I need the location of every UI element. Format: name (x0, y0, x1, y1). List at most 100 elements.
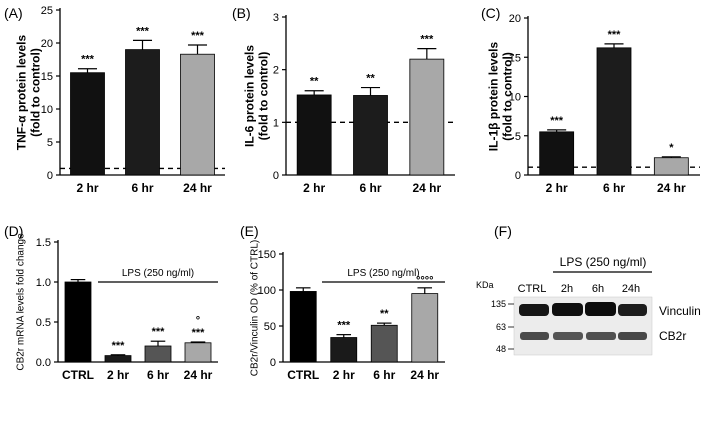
vinculin-band (618, 304, 647, 316)
cb2r-bands (520, 332, 647, 340)
y-tick-label: 0 (47, 170, 53, 182)
x-tick-label: 2 hr (333, 368, 355, 382)
treatment-label: LPS (250 ng/ml) (560, 255, 647, 269)
group-label: LPS (250 ng/ml) (347, 268, 419, 279)
y-tick-label: 10 (41, 104, 53, 116)
significance-label: *** (192, 327, 206, 339)
y-tick-label: 0 (273, 170, 279, 182)
x-tick-label: 6 hr (359, 181, 381, 195)
bar (296, 94, 332, 176)
y-tick-label: 2 (273, 65, 279, 77)
panel-label: (B) (232, 5, 251, 21)
bar (596, 47, 632, 176)
lane-label: 24h (622, 283, 640, 295)
bar (104, 355, 132, 363)
y-tick-label: 1.5 (36, 237, 51, 249)
significance-label: *** (112, 340, 126, 352)
cb2r-band (520, 332, 549, 340)
chart-panel-e: (E)CB2r/Vinculin OD (% of CTRL) 0 50 100 150… (240, 223, 445, 382)
y-tick-label: 0.0 (36, 357, 51, 369)
band-label-cb2r: CB2r (659, 329, 686, 343)
significance-label: * (669, 142, 674, 154)
y-tick-label: 1 (273, 117, 279, 129)
bar (370, 324, 398, 363)
significance-label: *** (608, 29, 622, 41)
y-tick-label: 5 (515, 131, 521, 143)
y-axis-label-line: CB2r/Vinculin OD (% of CTRL) (250, 240, 261, 377)
y-axis-label: IL-1β protein levels(fold to control) (487, 42, 515, 152)
kda-label: KDa (476, 280, 494, 290)
bar (330, 337, 358, 363)
bar (64, 281, 92, 363)
y-tick-label: 3 (273, 12, 279, 24)
panel-label: (E) (240, 223, 259, 239)
bar (184, 342, 212, 363)
x-tick-label: CTRL (287, 368, 319, 382)
significance-label-2: °°°° (416, 275, 434, 287)
lane-label: CTRL (518, 283, 547, 295)
significance-label: ** (380, 308, 389, 320)
group-label: LPS (250 ng/ml) (122, 268, 194, 279)
band-label-vinculin: Vinculin (659, 304, 701, 318)
y-axis-label-line: TNF-α protein levels (15, 34, 29, 150)
y-tick-label: 100 (258, 285, 276, 297)
vinculin-band (552, 303, 583, 316)
significance-label: ** (310, 76, 319, 88)
x-tick-label: 6 hr (373, 368, 395, 382)
y-tick-label: 20 (41, 38, 53, 50)
x-tick-label: 24 hr (410, 368, 439, 382)
bar (180, 53, 215, 176)
y-tick-label: 50 (264, 321, 276, 333)
x-tick-label: 24 hr (657, 181, 686, 195)
y-tick-label: 15 (41, 71, 53, 83)
x-tick-label: 2 hr (107, 368, 129, 382)
kda-marker: 135 (491, 299, 506, 309)
y-tick-label: 1.0 (36, 277, 51, 289)
y-tick-label: 0 (270, 357, 276, 369)
y-axis-label-line: (fold to control) (256, 52, 270, 141)
bar (653, 157, 689, 176)
y-axis-label-line: IL-6 protein levels (243, 45, 257, 147)
y-axis-label: CB2r mRNA levels fold change (16, 233, 27, 371)
y-axis-label-line: (fold to control) (28, 48, 42, 137)
y-tick-label: 150 (258, 249, 276, 261)
y-axis-label-line: IL-1β protein levels (487, 42, 501, 152)
cb2r-band (586, 332, 616, 340)
kda-marker: 63 (496, 322, 506, 332)
cb2r-band (553, 332, 583, 340)
panel-label: (F) (494, 223, 512, 239)
significance-label: *** (136, 25, 150, 37)
significance-label: *** (550, 115, 564, 127)
x-tick-label: 24 hr (412, 181, 441, 195)
lane-label: 6h (592, 283, 604, 295)
blot-panel-f: (F) KDa LPS (250 ng/ml) CTRL 2h 6h 24h 1… (476, 223, 701, 356)
y-tick-label: 0 (515, 170, 521, 182)
y-axis-label-line: CB2r mRNA levels fold change (16, 233, 27, 371)
bar (411, 293, 439, 363)
y-axis-label-line: (fold to control) (500, 52, 514, 141)
chart-panel-d: (D)CB2r mRNA levels fold change 0.0 0.5 1.0… (4, 223, 218, 382)
panel-label: (A) (4, 5, 23, 21)
significance-label: *** (81, 54, 95, 66)
panel-label: (C) (481, 5, 500, 21)
kda-marker: 48 (496, 344, 506, 354)
chart-panel-b: (B) IL-6 protein levels(fold to control) 0… (232, 5, 455, 195)
x-tick-label: 2 hr (546, 181, 568, 195)
y-tick-label: 5 (47, 137, 53, 149)
significance-label: ** (366, 73, 375, 85)
bar (144, 345, 172, 363)
y-tick-label: 0.5 (36, 317, 51, 329)
bar (125, 49, 160, 176)
significance-label: *** (420, 34, 434, 46)
y-tick-label: 20 (509, 13, 521, 25)
bar (539, 131, 575, 176)
significance-label: *** (152, 326, 166, 338)
vinculin-band (519, 304, 549, 316)
vinculin-band (585, 302, 616, 316)
cb2r-band (618, 332, 647, 340)
chart-panel-a: (A) TNF-α protein levels(fold to control)… (4, 5, 225, 195)
x-tick-label: 2 hr (303, 181, 325, 195)
x-tick-label: 24 hr (183, 181, 212, 195)
y-axis-label: CB2r/Vinculin OD (% of CTRL) (250, 240, 261, 377)
y-tick-label: 15 (509, 52, 521, 64)
